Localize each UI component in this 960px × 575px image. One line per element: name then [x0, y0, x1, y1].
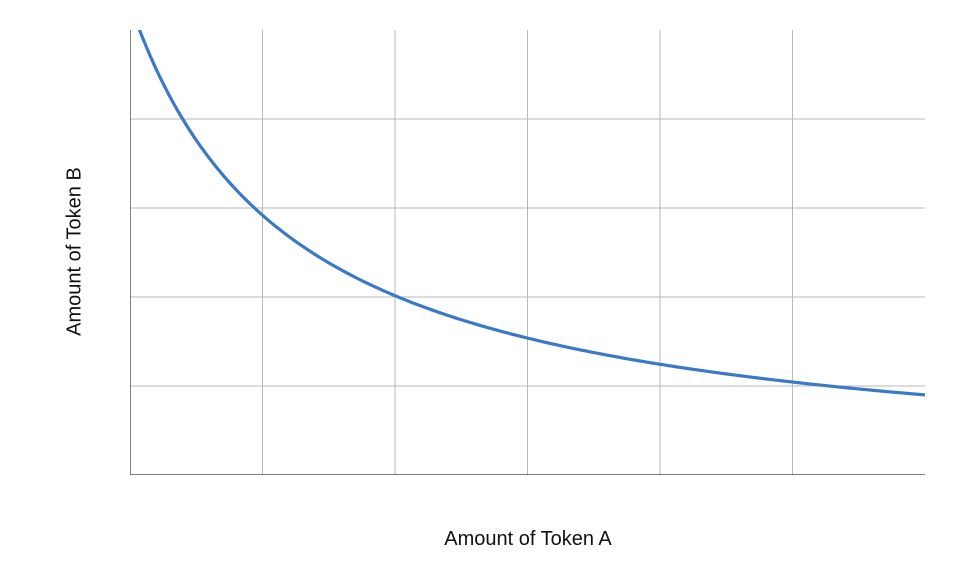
chart-svg [130, 30, 925, 475]
y-axis-label: Amount of Token B [64, 102, 87, 402]
plot-area [130, 30, 925, 475]
curve-line [140, 30, 925, 395]
chart-container: Amount of Token B Amount of Token A [0, 0, 960, 575]
x-axis-label: Amount of Token A [328, 528, 728, 551]
